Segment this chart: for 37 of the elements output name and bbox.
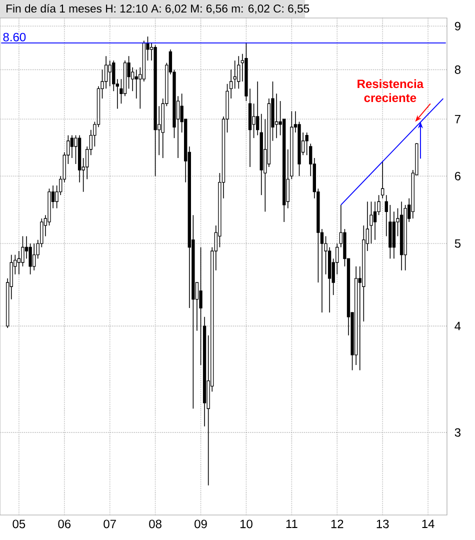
- candlestick: [252, 103, 256, 138]
- candlestick: [112, 60, 116, 92]
- x-tick-label: 05: [12, 520, 26, 528]
- x-tick-label: 08: [149, 520, 162, 528]
- candlestick: [305, 132, 308, 156]
- candlestick: [104, 56, 108, 90]
- candlestick: [134, 69, 138, 99]
- candlestick: [381, 160, 384, 199]
- y-tick-label: 7: [454, 114, 460, 124]
- annotation: Resistencia creciente: [358, 79, 424, 102]
- candlestick: [274, 93, 278, 138]
- ref-line-label: 8.60: [3, 32, 26, 42]
- candlestick: [233, 60, 236, 90]
- x-tick-label: 06: [58, 520, 71, 528]
- chart-title: Fin de día 1 meses H: 12:10 A: 6,02 M: 6,56 m: 6,02 C: 6,55: [6, 4, 310, 14]
- x-tick-label: 12: [331, 520, 344, 528]
- x-tick-label: 09: [194, 520, 207, 528]
- candlestick: [17, 250, 21, 275]
- x-tick-label: 07: [104, 520, 116, 528]
- y-tick-label: 6: [454, 172, 461, 180]
- candlestick: [108, 60, 112, 87]
- y-tick-label: 9: [454, 22, 460, 30]
- candlestick: [130, 66, 134, 92]
- x-tick-label: 14: [422, 520, 434, 528]
- x-tick-label: 10: [240, 520, 252, 528]
- candlestick: [32, 243, 36, 271]
- candlestick: [256, 81, 260, 136]
- y-tick-label: 5: [454, 239, 461, 248]
- x-tick-label: 11: [286, 520, 298, 528]
- candlestick: [199, 246, 202, 366]
- x-tick-label: 13: [376, 520, 389, 528]
- y-tick-label: 4: [454, 322, 461, 330]
- y-tick-label: 3: [454, 428, 461, 437]
- candlestick: [237, 56, 240, 90]
- y-tick-label: 8: [454, 65, 461, 74]
- candlestick: [373, 201, 377, 240]
- candlestick: [70, 134, 74, 158]
